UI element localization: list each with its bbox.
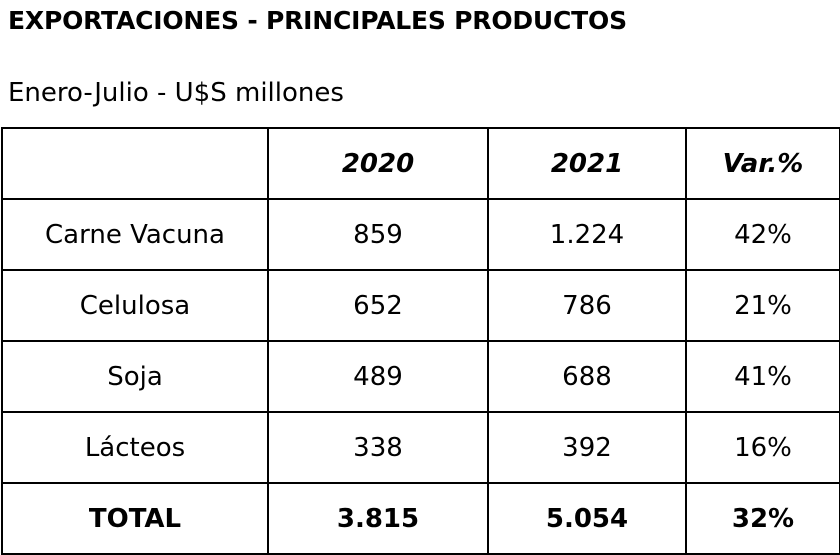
- value-2020: 859: [267, 198, 489, 271]
- table-header-row: 2020 2021 Var.%: [1, 127, 840, 200]
- product-name: Soja: [1, 340, 269, 413]
- value-2021: 392: [487, 411, 687, 484]
- exports-table: 2020 2021 Var.% Carne Vacuna 859 1.224 4…: [1, 127, 840, 555]
- total-2021: 5.054: [487, 482, 687, 555]
- table-total-row: TOTAL 3.815 5.054 32%: [1, 482, 840, 555]
- value-variation: 21%: [685, 269, 840, 342]
- header-product-cell: [1, 127, 269, 200]
- value-variation: 42%: [685, 198, 840, 271]
- value-2021: 688: [487, 340, 687, 413]
- value-variation: 41%: [685, 340, 840, 413]
- table-row: Carne Vacuna 859 1.224 42%: [1, 198, 840, 271]
- page-title: EXPORTACIONES - PRINCIPALES PRODUCTOS: [8, 6, 627, 35]
- total-label: TOTAL: [1, 482, 269, 555]
- product-name: Celulosa: [1, 269, 269, 342]
- table-row: Soja 489 688 41%: [1, 340, 840, 413]
- table-row: Lácteos 338 392 16%: [1, 411, 840, 484]
- value-2021: 1.224: [487, 198, 687, 271]
- value-2020: 652: [267, 269, 489, 342]
- value-2020: 338: [267, 411, 489, 484]
- header-variation: Var.%: [685, 127, 840, 200]
- value-2021: 786: [487, 269, 687, 342]
- value-variation: 16%: [685, 411, 840, 484]
- header-2020: 2020: [267, 127, 489, 200]
- table-row: Celulosa 652 786 21%: [1, 269, 840, 342]
- product-name: Lácteos: [1, 411, 269, 484]
- value-2020: 489: [267, 340, 489, 413]
- product-name: Carne Vacuna: [1, 198, 269, 271]
- page-subtitle: Enero-Julio - U$S millones: [8, 78, 344, 108]
- total-variation: 32%: [685, 482, 840, 555]
- total-2020: 3.815: [267, 482, 489, 555]
- header-2021: 2021: [487, 127, 687, 200]
